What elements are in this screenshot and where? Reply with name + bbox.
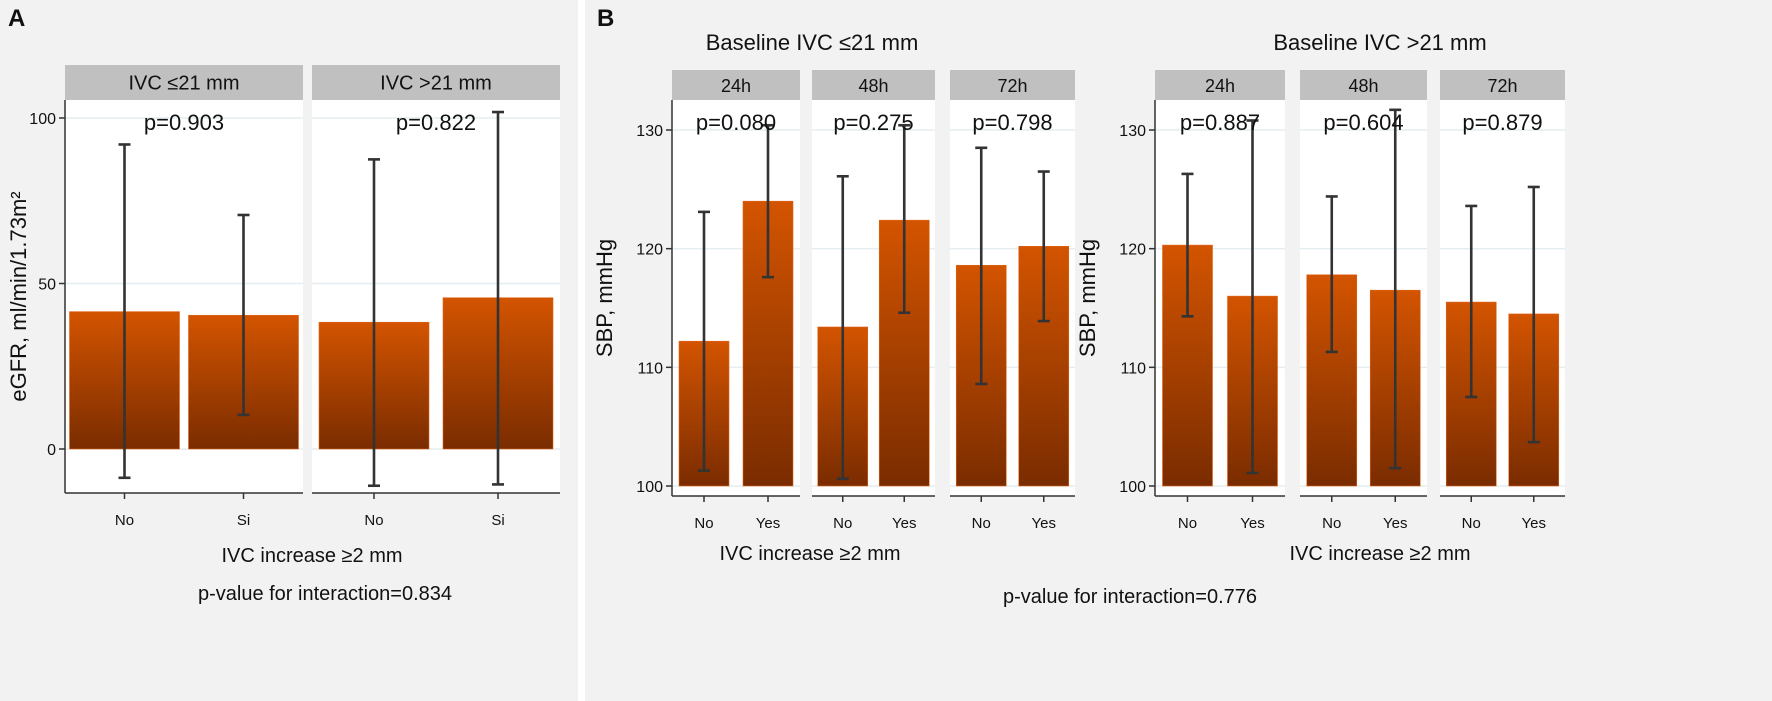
y-tick-label: 110 (1120, 360, 1146, 377)
y-tick-label: 120 (1119, 242, 1146, 259)
facet-strip (1440, 70, 1565, 100)
group-title: Baseline IVC >21 mm (1273, 30, 1486, 55)
y-tick-label: 130 (636, 123, 663, 140)
x-tick-label: No (115, 512, 134, 529)
p-value-label: p=0.080 (696, 110, 776, 135)
x-axis-label: IVC increase ≥2 mm (719, 543, 900, 565)
facet-strip-label: 24h (721, 76, 751, 96)
y-axis-label: SBP, mmHg (1075, 239, 1100, 357)
p-value-label: p=0.903 (144, 110, 224, 135)
x-tick-label: Yes (1032, 515, 1056, 532)
y-tick-label: 100 (1119, 479, 1146, 496)
y-tick-label: 100 (636, 479, 663, 496)
x-axis-label: IVC increase ≥2 mm (221, 545, 402, 567)
y-axis-label: eGFR, ml/min/1.73m² (6, 191, 31, 401)
y-tick-label: 110 (637, 360, 663, 377)
x-tick-label: No (1322, 515, 1341, 532)
x-tick-label: No (694, 515, 713, 532)
y-tick-label: 100 (29, 111, 56, 128)
facet-strip-label: 48h (1348, 76, 1378, 96)
x-tick-label: Si (491, 512, 504, 529)
facet-strip-label: 72h (997, 76, 1027, 96)
facet-strip (312, 65, 560, 100)
y-axis-label: SBP, mmHg (592, 239, 617, 357)
facet-strip (950, 70, 1075, 100)
x-tick-label: No (1462, 515, 1481, 532)
facet-strip (812, 70, 935, 100)
panel-label-a: A (8, 5, 25, 32)
p-value-label: p=0.275 (833, 110, 913, 135)
interaction-p-value: p-value for interaction=0.834 (198, 583, 452, 605)
x-tick-label: Si (237, 512, 250, 529)
x-tick-label: Yes (1383, 515, 1407, 532)
x-tick-label: Yes (1522, 515, 1546, 532)
facet-strip-label: 72h (1487, 76, 1517, 96)
p-value-label: p=0.822 (396, 110, 476, 135)
facet-strip-label: 48h (858, 76, 888, 96)
facet-strip-label: IVC >21 mm (380, 73, 492, 95)
interaction-p-value: p-value for interaction=0.776 (1003, 586, 1257, 608)
group-title: Baseline IVC ≤21 mm (706, 30, 919, 55)
facet-strip (65, 65, 303, 100)
x-tick-label: No (1178, 515, 1197, 532)
p-value-label: p=0.887 (1180, 110, 1260, 135)
panel-label-b: B (597, 5, 614, 32)
facet-strip-label: 24h (1205, 76, 1235, 96)
facet-strip-label: IVC ≤21 mm (129, 73, 240, 95)
facet-strip (1155, 70, 1285, 100)
x-axis-label: IVC increase ≥2 mm (1289, 543, 1470, 565)
y-tick-label: 0 (47, 442, 56, 459)
p-value-label: p=0.879 (1462, 110, 1542, 135)
x-tick-label: Yes (892, 515, 916, 532)
p-value-label: p=0.798 (972, 110, 1052, 135)
y-tick-label: 130 (1119, 123, 1146, 140)
x-tick-label: Yes (756, 515, 780, 532)
x-tick-label: No (972, 515, 991, 532)
facet-strip (672, 70, 800, 100)
x-tick-label: Yes (1240, 515, 1264, 532)
p-value-label: p=0.604 (1323, 110, 1403, 135)
y-tick-label: 50 (38, 277, 56, 294)
x-tick-label: No (364, 512, 383, 529)
x-tick-label: No (833, 515, 852, 532)
facet-strip (1300, 70, 1427, 100)
y-tick-label: 120 (636, 242, 663, 259)
